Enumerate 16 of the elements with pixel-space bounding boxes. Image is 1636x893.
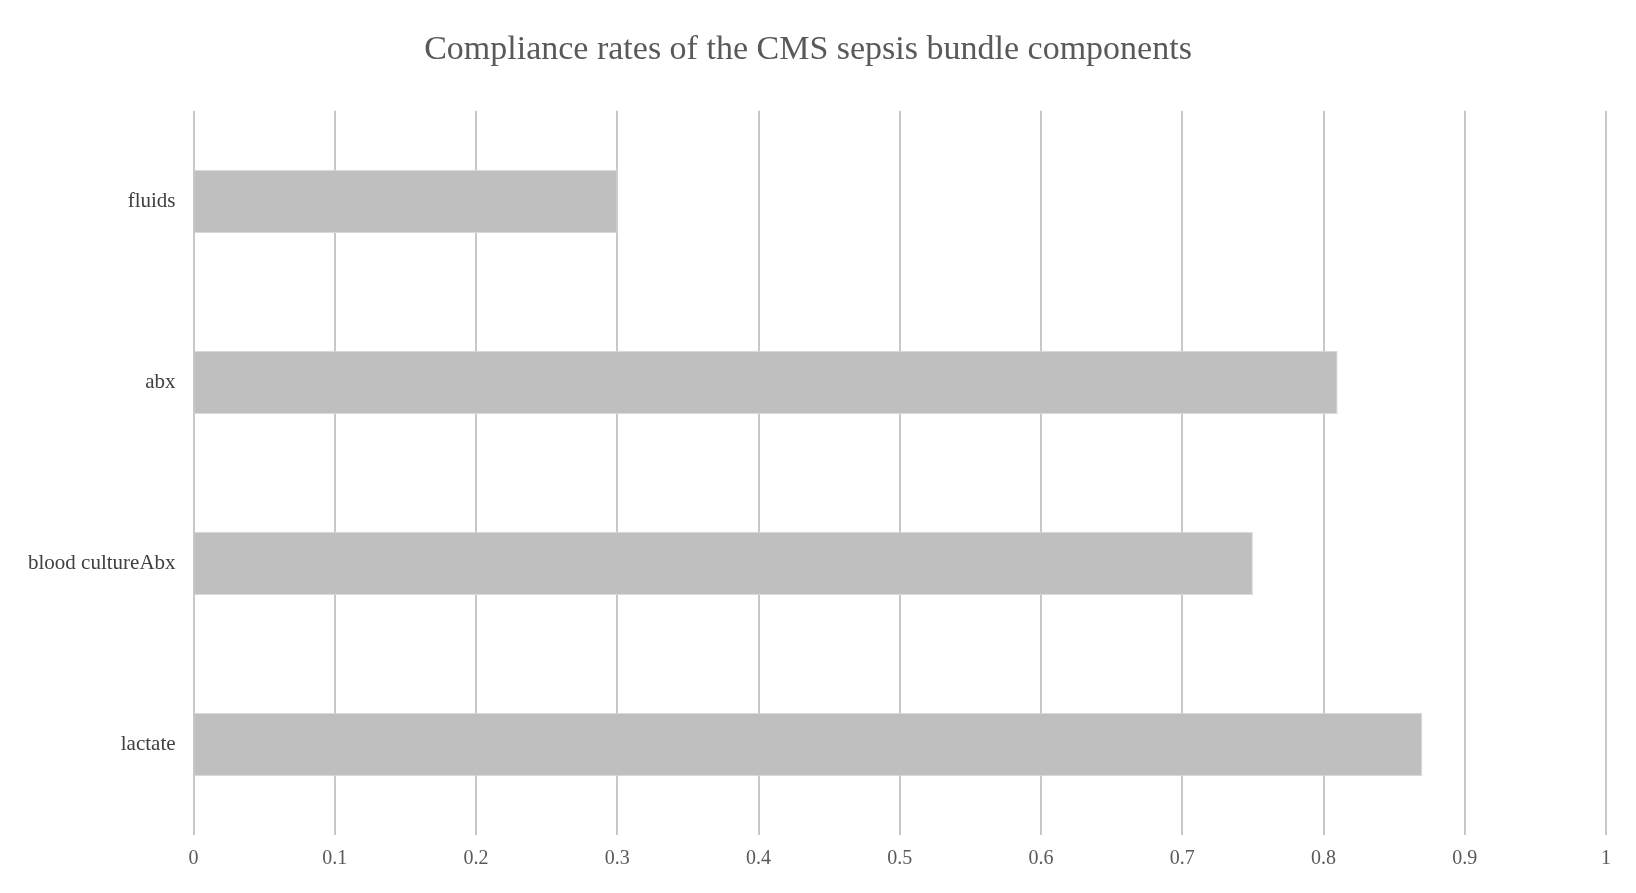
y-tick-label: blood cultureAbx	[27, 549, 177, 574]
y-tick-label: fluids	[127, 187, 176, 212]
x-tick-label: 0	[188, 846, 199, 869]
x-tick-label: 0.8	[1311, 846, 1337, 869]
x-tick-label: 0.5	[887, 846, 913, 869]
x-tick-label: 0.3	[604, 846, 630, 869]
x-tick-label: 0.2	[463, 846, 489, 869]
y-tick-label: lactate	[120, 730, 176, 755]
x-tick-label: 0.7	[1169, 846, 1195, 869]
x-tick-label: 0.6	[1028, 846, 1054, 869]
x-tick-label: 1	[1601, 846, 1611, 869]
x-tick-label: 0.9	[1452, 846, 1478, 869]
x-tick-label: 0.4	[746, 846, 772, 869]
y-tick-label: abx	[145, 368, 177, 393]
x-tick-label: 0.1	[322, 846, 348, 869]
chart-title: Compliance rates of the CMS sepsis bundle components	[424, 29, 1192, 67]
